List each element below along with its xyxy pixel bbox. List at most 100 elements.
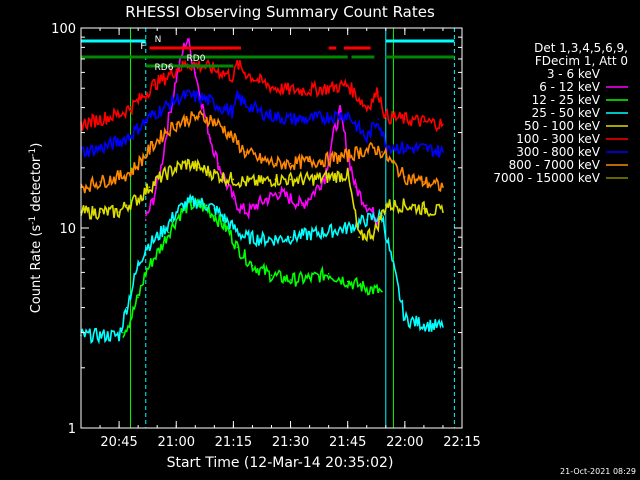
- data-point: [236, 246, 239, 249]
- data-point: [213, 144, 216, 146]
- data-point: [186, 162, 189, 165]
- data-point: [190, 204, 193, 207]
- data-point: [236, 96, 239, 99]
- data-point: [308, 277, 311, 280]
- data-point: [442, 186, 444, 188]
- data-point: [213, 215, 216, 217]
- data-point: [160, 166, 162, 169]
- data-point: [385, 144, 387, 146]
- data-point: [144, 218, 147, 221]
- data-point: [358, 151, 360, 153]
- data-point: [175, 123, 178, 126]
- data-point: [404, 118, 406, 120]
- data-point: [289, 162, 292, 165]
- data-point: [198, 204, 200, 207]
- data-point: [251, 264, 254, 267]
- data-point: [259, 191, 261, 194]
- data-point: [175, 113, 178, 116]
- data-point: [175, 166, 178, 169]
- data-point: [423, 120, 425, 123]
- data-point: [232, 76, 235, 78]
- series-1: [144, 37, 379, 228]
- data-point: [118, 140, 120, 143]
- data-point: [194, 71, 197, 74]
- legend-header-line-2: FDecim 1, Att 0: [535, 54, 628, 68]
- data-point: [244, 197, 246, 200]
- x-tick-label: 21:00: [158, 435, 195, 450]
- data-point: [198, 96, 200, 99]
- data-point: [324, 176, 326, 178]
- axis-ticks: 20:45 21:00 21:15 21:30 21:45 22:00 22:15 1 10 10…: [51, 22, 481, 450]
- data-point: [221, 126, 223, 128]
- data-point: [167, 222, 170, 225]
- footer-date: 21-Oct-2021 08:29: [560, 467, 636, 476]
- data-point: [270, 274, 273, 277]
- series-4: [80, 158, 444, 243]
- data-point: [152, 113, 155, 116]
- data-point: [385, 115, 387, 118]
- x-tick-label: 21:15: [215, 435, 252, 450]
- data-point: [236, 63, 239, 65]
- data-point: [144, 246, 147, 249]
- data-point: [266, 197, 269, 200]
- data-point: [327, 176, 330, 178]
- data-point: [160, 158, 162, 161]
- data-point: [308, 178, 311, 181]
- data-point: [274, 238, 277, 240]
- data-point: [327, 186, 330, 188]
- data-point: [186, 63, 189, 65]
- data-point: [244, 102, 246, 105]
- data-point: [232, 178, 235, 181]
- data-point: [209, 137, 212, 140]
- data-point: [209, 118, 212, 120]
- data-point: [365, 287, 368, 290]
- data-point: [259, 80, 261, 83]
- data-point: [221, 176, 223, 178]
- data-point: [205, 204, 208, 207]
- data-point: [385, 204, 387, 207]
- data-point: [358, 197, 360, 200]
- series-line: [80, 158, 444, 243]
- data-point: [190, 201, 193, 203]
- data-point: [175, 77, 178, 80]
- data-point: [221, 158, 223, 161]
- data-point: [289, 178, 292, 181]
- legend-label: 12 - 25 keV: [532, 93, 601, 107]
- series-5: [80, 58, 444, 133]
- data-point: [118, 113, 120, 116]
- data-point: [289, 279, 292, 281]
- data-point: [232, 111, 235, 113]
- series-line: [145, 37, 379, 228]
- data-point: [118, 176, 120, 178]
- data-point: [346, 173, 349, 176]
- legend-label: 3 - 6 keV: [547, 67, 601, 81]
- data-point: [236, 186, 239, 188]
- data-point: [259, 111, 261, 113]
- data-point: [377, 118, 379, 120]
- data-point: [327, 273, 330, 275]
- data-point: [346, 83, 349, 86]
- data-point: [274, 115, 277, 118]
- data-point: [365, 218, 368, 221]
- data-point: [190, 106, 193, 109]
- data-point: [404, 176, 406, 178]
- data-point: [274, 162, 277, 165]
- data-point: [373, 231, 376, 234]
- flag-label: RD0: [187, 54, 206, 64]
- data-point: [365, 137, 368, 140]
- data-point: [373, 147, 376, 150]
- y-tick-label: 1: [68, 422, 76, 437]
- y-tick-label: 10: [59, 222, 76, 237]
- data-point: [129, 134, 132, 137]
- data-point: [244, 151, 246, 153]
- data-point: [259, 158, 261, 161]
- flag-bar-n: N: [81, 35, 455, 45]
- data-point: [221, 222, 223, 225]
- data-point: [244, 181, 246, 183]
- data-point: [152, 258, 155, 260]
- data-point: [255, 204, 258, 207]
- flag-label: N: [155, 35, 162, 45]
- data-point: [221, 71, 223, 74]
- data-point: [186, 118, 189, 120]
- data-point: [381, 151, 383, 153]
